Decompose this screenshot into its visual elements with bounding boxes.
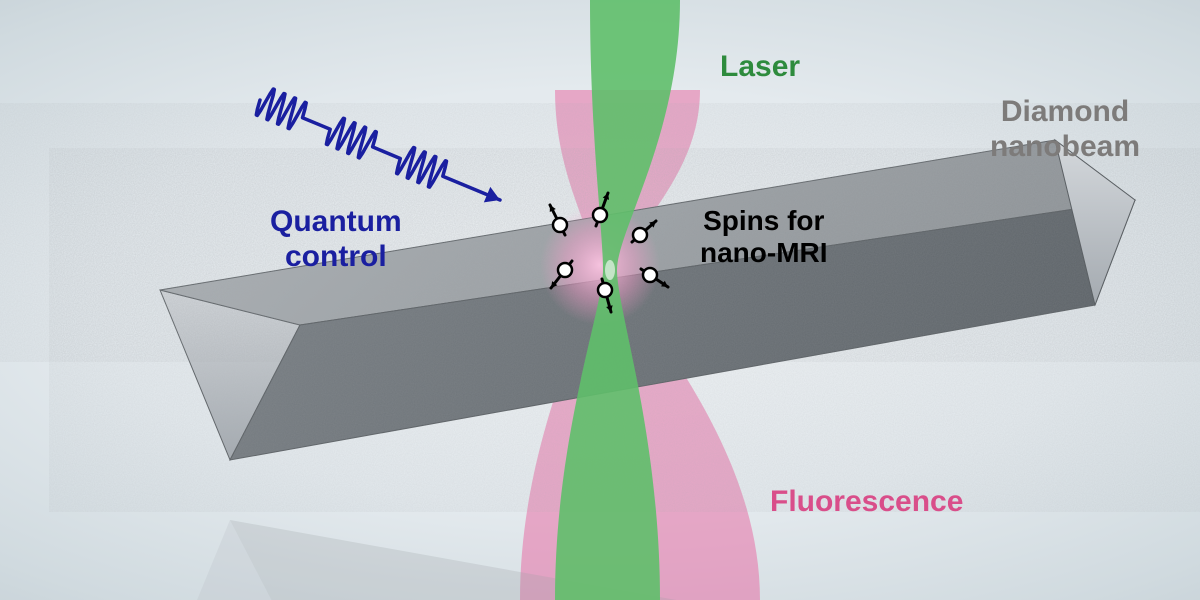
diagram-stage: Laser Diamond nanobeam Quantum control S…: [0, 0, 1200, 600]
quantum-control-wave: [256, 89, 500, 202]
label-diamond: Diamond nanobeam: [990, 95, 1140, 164]
scene-svg: [0, 0, 1200, 600]
label-spins: Spins for nano-MRI: [700, 205, 828, 269]
label-fluorescence: Fluorescence: [770, 485, 963, 520]
label-laser: Laser: [720, 50, 800, 85]
label-quantum: Quantum control: [270, 205, 402, 274]
